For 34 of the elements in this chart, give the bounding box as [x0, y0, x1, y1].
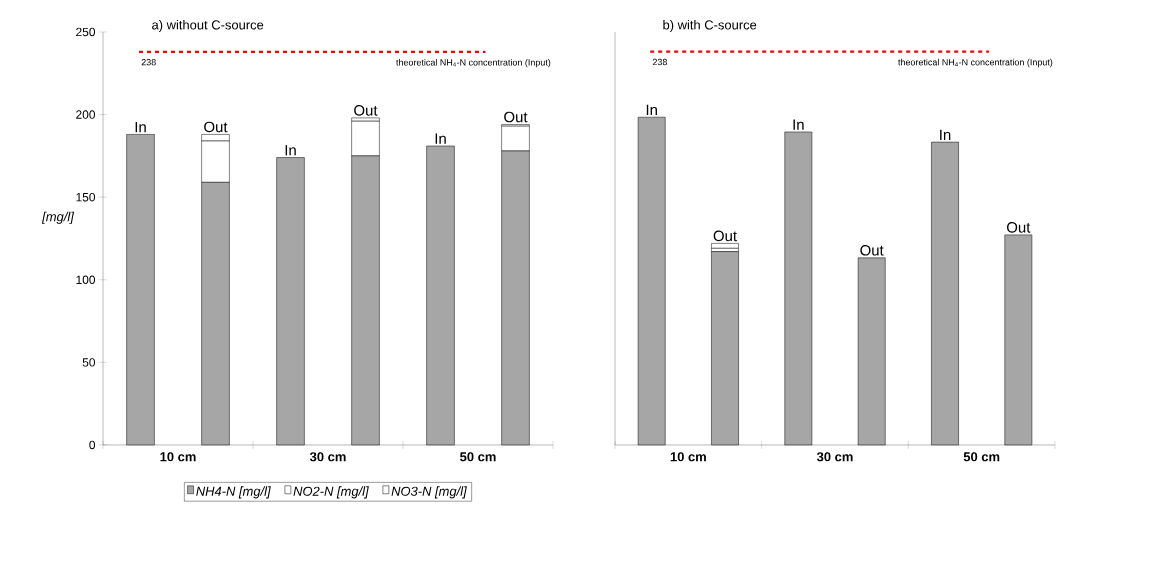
- text: 10 cm: [670, 452, 706, 462]
- text: 30 cm: [816, 452, 853, 462]
- x-tick-label: Out: [354, 105, 378, 116]
- text: 30 cm: [309, 452, 346, 462]
- x-tick-label: Out: [713, 230, 737, 242]
- x-tick-label: In: [135, 121, 146, 133]
- x-tick-label: Out: [1007, 222, 1031, 233]
- legend-label: NH4-N [mg/l]: [196, 486, 271, 499]
- x-tick-label: Out: [504, 111, 528, 123]
- chart-title: b) with C-source: [663, 19, 757, 33]
- x-tick-label: In: [646, 104, 657, 116]
- x-tick-label: In: [435, 133, 446, 144]
- chart-title: a) without C-source: [152, 19, 264, 33]
- x-tick-label: In: [940, 129, 951, 140]
- text: 50 cm: [963, 452, 1000, 462]
- annotation: 238: [141, 59, 156, 66]
- text: 10 cm: [160, 452, 196, 462]
- y-tick-label: 200: [76, 110, 96, 119]
- y-axis-title: [mg/l]: [41, 211, 75, 224]
- ref-line-label: theoretical NH$_{4}$-N concentration (Input): [898, 58, 1053, 68]
- x-tick-label: Out: [204, 121, 228, 133]
- legend-label: NO2-N [mg/l]: [293, 486, 369, 499]
- text: 50 cm: [460, 452, 496, 462]
- x-tick-label: In: [793, 119, 804, 130]
- annotation: 238: [652, 58, 667, 66]
- y-tick-label: 150: [76, 192, 96, 202]
- y-tick-label: 250: [76, 27, 96, 37]
- y-tick-label: 50: [82, 358, 96, 367]
- y-tick-label: 100: [76, 275, 96, 285]
- y-tick-label: 0: [89, 440, 96, 450]
- x-tick-label: In: [285, 145, 296, 156]
- ref-line-label: theoretical NH$_{4}$-N concentration (Input): [396, 59, 551, 68]
- legend-label: NO3-N [mg/l]: [391, 486, 467, 499]
- x-tick-label: Out: [860, 245, 884, 256]
